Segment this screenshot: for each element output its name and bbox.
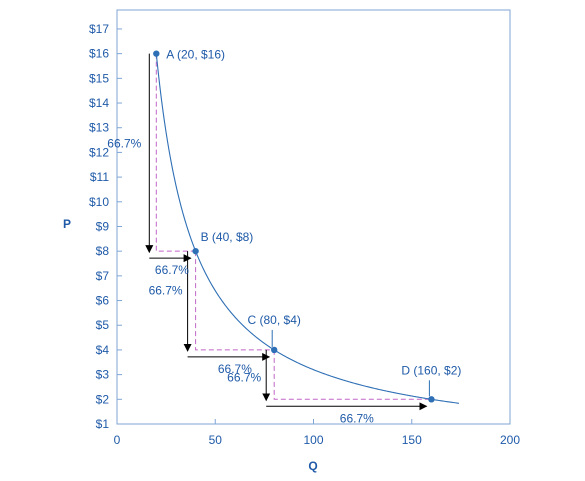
x-axis-ticks: 0 50 100 150 200 [114, 419, 520, 447]
x-tick-label: 100 [303, 433, 323, 447]
percent-change-dashed-guides [155, 53, 432, 400]
point-label: B (40, $8) [201, 230, 254, 244]
pct-price-a-b: 66.7% [107, 136, 141, 150]
pct-price-c-d: 66.7% [227, 371, 261, 385]
y-tick-label: $2 [96, 392, 110, 406]
y-tick-label: $10 [89, 195, 109, 209]
point-label: C (80, $4) [248, 313, 301, 327]
y-tick-label: $3 [96, 368, 110, 382]
y-axis-ticks: $1 $2 $3 $4 $5 $6 $7 $8 $9 $10 $11 $12 $13 $14 $15 $16 $… [89, 22, 122, 431]
y-tick-label: $7 [96, 269, 110, 283]
y-tick-label: $12 [89, 145, 109, 159]
pct-qty-a-b: 66.7% [155, 263, 189, 277]
percent-labels: 66.7%66.7%66.7%66.7%66.7%66.7% [107, 136, 374, 425]
y-tick-label: $4 [96, 343, 110, 357]
y-axis-title: P [63, 217, 71, 231]
data-points: A (20, $16) B (40, $8) C (80, $4) D (160, $… [153, 48, 461, 403]
x-tick-label: 0 [114, 433, 121, 447]
y-tick-label: $9 [96, 219, 110, 233]
x-tick-label: 50 [209, 433, 223, 447]
y-tick-label: $11 [90, 170, 109, 184]
pct-qty-b-c: 66.7% [218, 362, 252, 376]
percent-change-arrows [145, 53, 428, 411]
y-tick-label: $13 [89, 121, 109, 135]
y-tick-label: $17 [89, 22, 109, 36]
y-tick-label: $16 [89, 47, 109, 61]
pct-qty-c-d: 66.7% [340, 411, 374, 425]
demand-curve [155, 53, 459, 404]
dashed-guide [273, 349, 432, 400]
y-tick-label: $14 [89, 96, 109, 110]
point-label: A (20, $16) [166, 48, 225, 62]
y-tick-label: $15 [89, 71, 109, 85]
point-b [192, 247, 199, 255]
y-tick-label: $5 [96, 318, 110, 332]
plot-frame [116, 9, 511, 425]
point-a [153, 50, 160, 57]
x-tick-label: 200 [500, 433, 520, 447]
point-d [428, 396, 435, 403]
x-tick-label: 150 [402, 433, 422, 447]
dashed-guide [195, 251, 275, 351]
dashed-guide [155, 53, 196, 252]
y-tick-label: $6 [96, 294, 110, 308]
y-tick-label: $1 [96, 417, 110, 431]
pct-price-b-c: 66.7% [149, 284, 183, 298]
point-label: D (160, $2) [401, 363, 461, 377]
x-axis-title: Q [308, 459, 317, 473]
y-tick-label: $8 [96, 244, 110, 258]
point-c [271, 346, 278, 354]
